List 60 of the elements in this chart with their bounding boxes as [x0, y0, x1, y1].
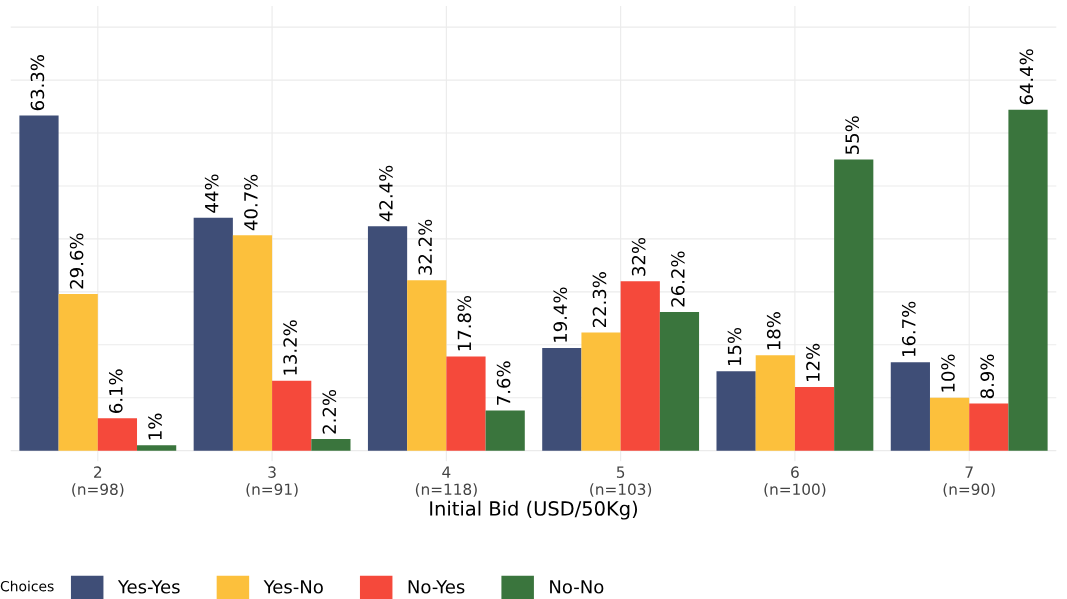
data-label: 32.2% [418, 219, 432, 275]
bar [929, 397, 970, 451]
data-label: 18% [766, 312, 781, 350]
data-label: 1% [148, 413, 162, 440]
bar [1008, 109, 1048, 451]
x-axis-title: Initial Bid (USD/50Kg) [430, 500, 638, 520]
data-label: 19.4% [553, 287, 568, 342]
bar [137, 445, 177, 451]
bar [272, 380, 312, 451]
bar [19, 115, 59, 451]
data-label: 17.8% [457, 295, 472, 351]
bar [659, 311, 700, 451]
bar [890, 362, 930, 451]
data-label: 16.7% [901, 301, 916, 357]
data-label: 40.7% [244, 174, 258, 231]
bar [407, 280, 447, 451]
bar [716, 371, 756, 451]
data-label: 13.2% [283, 320, 297, 375]
bar [232, 235, 273, 451]
data-label: 44% [204, 174, 219, 213]
data-label: 2.2% [322, 389, 337, 434]
data-label: 42.4% [379, 165, 393, 222]
x-tick-label: 5 (n=103) [590, 466, 652, 497]
bar [755, 355, 795, 451]
legend-label: No-No [550, 580, 604, 594]
x-tick-label: 4 (n=118) [415, 466, 477, 497]
bar [794, 387, 835, 451]
data-label: 22.3% [592, 272, 607, 328]
data-label: 15% [727, 327, 742, 366]
legend-label: Yes-Yes [117, 580, 180, 594]
bar [367, 226, 408, 451]
legend-label: Yes-No [263, 580, 323, 594]
bar [969, 403, 1009, 451]
bar [58, 293, 98, 451]
bar [620, 281, 660, 451]
data-label: 7.6% [496, 361, 511, 405]
data-label: 64.4% [1019, 49, 1034, 105]
data-label: 32% [631, 237, 646, 276]
bar [311, 439, 351, 451]
bar [193, 217, 233, 451]
x-tick-label: 2 (n=98) [72, 466, 124, 497]
data-label: 55% [845, 116, 859, 154]
data-label: 8.9% [980, 354, 995, 399]
legend-label: No-Yes [408, 580, 465, 594]
data-label: 10% [941, 354, 955, 392]
data-label: 63.3% [30, 55, 45, 111]
data-label: 26.2% [671, 251, 685, 307]
bar [97, 418, 138, 451]
x-tick-label: 3 (n=91) [246, 466, 298, 497]
x-tick-label: 6 (n=100) [764, 466, 826, 497]
data-label: 6.1% [109, 369, 123, 413]
bar [581, 332, 621, 451]
bar [834, 159, 874, 451]
x-tick-label: 7 (n=90) [943, 466, 995, 497]
bar [542, 347, 582, 451]
data-label: 12% [806, 343, 820, 381]
bar [485, 410, 525, 451]
data-label: 29.6% [69, 233, 84, 289]
bar [446, 356, 486, 451]
legend-title: Choices [0, 580, 54, 592]
